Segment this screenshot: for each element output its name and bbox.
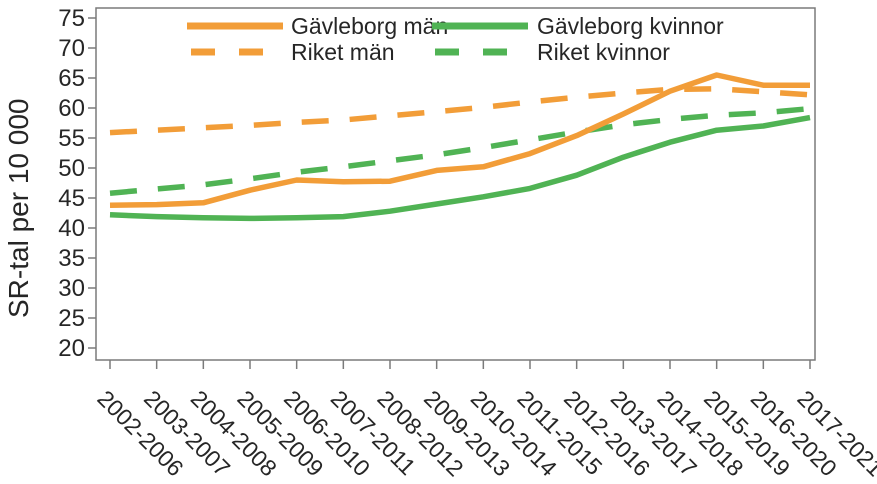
y-tick-label: 75 [58, 5, 85, 32]
y-tick-label: 40 [58, 215, 85, 242]
y-tick-label: 50 [58, 155, 85, 182]
y-tick-label: 55 [58, 125, 85, 152]
legend-label-gavleborg-kvinnor: Gävleborg kvinnor [537, 13, 724, 39]
legend-label-riket-kvinnor: Riket kvinnor [537, 39, 670, 65]
y-axis: 20 25 30 35 40 45 50 55 60 65 70 75 [58, 5, 96, 362]
y-tick-label: 25 [58, 305, 85, 332]
series-line-gävleborg-kvinnor [109, 114, 811, 222]
series-line-gävleborg-män [109, 72, 810, 208]
y-tick-label: 30 [58, 275, 85, 302]
legend-label-gavleborg-man: Gävleborg män [291, 13, 448, 39]
y-tick-label: 60 [58, 95, 85, 122]
y-tick-label: 20 [58, 335, 85, 362]
y-tick-label: 70 [58, 35, 85, 62]
y-tick-label: 45 [58, 185, 85, 212]
y-tick-label: 65 [58, 65, 85, 92]
x-axis: 2002-20062003-20072004-20082005-20092006… [92, 360, 877, 481]
legend-label-riket-man: Riket män [291, 39, 395, 65]
series-line-riket-kvinnor [109, 105, 811, 196]
y-axis-title: SR-tal per 10 000 [3, 99, 34, 318]
plot-area-border [95, 7, 816, 361]
y-tick-label: 35 [58, 245, 85, 272]
series-line-riket-män [109, 86, 811, 136]
series-lines [109, 72, 811, 222]
legend: Gävleborg män Riket män Gävleborg kvinno… [187, 13, 724, 65]
